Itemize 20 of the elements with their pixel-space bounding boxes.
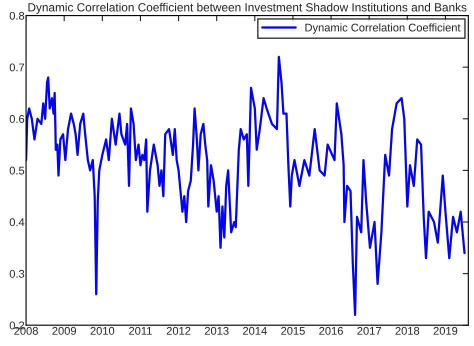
y-tick-label: 0.5 bbox=[10, 166, 24, 175]
x-tick-label: 2009 bbox=[52, 326, 76, 335]
x-tick-label: 2017 bbox=[357, 326, 381, 335]
x-tick-label: 2015 bbox=[281, 326, 305, 335]
x-tick-label: 2019 bbox=[434, 326, 458, 335]
y-tick-label: 0.6 bbox=[10, 115, 24, 123]
x-tick-label: 2011 bbox=[129, 326, 152, 335]
x-tick-label: 2012 bbox=[166, 326, 190, 335]
y-tick-label: 0.4 bbox=[10, 218, 24, 226]
x-tick-label: 2010 bbox=[90, 326, 114, 335]
x-tick-label: 2014 bbox=[243, 326, 267, 335]
y-tick-label: 0.7 bbox=[10, 63, 24, 72]
legend-label: Dynamic Correlation Coefficient bbox=[305, 23, 460, 34]
line-series bbox=[26, 56, 466, 316]
y-tick-label: 0.3 bbox=[10, 270, 24, 278]
x-tick-label: 2018 bbox=[396, 326, 420, 335]
x-tick-label: 2013 bbox=[204, 326, 229, 335]
x-tick-label: 2016 bbox=[319, 326, 343, 335]
y-tick-label: 0.8 bbox=[10, 12, 24, 20]
chart-title: Dynamic Correlation Coefficient between Investment Shadow Institutions and Banks bbox=[28, 2, 467, 14]
